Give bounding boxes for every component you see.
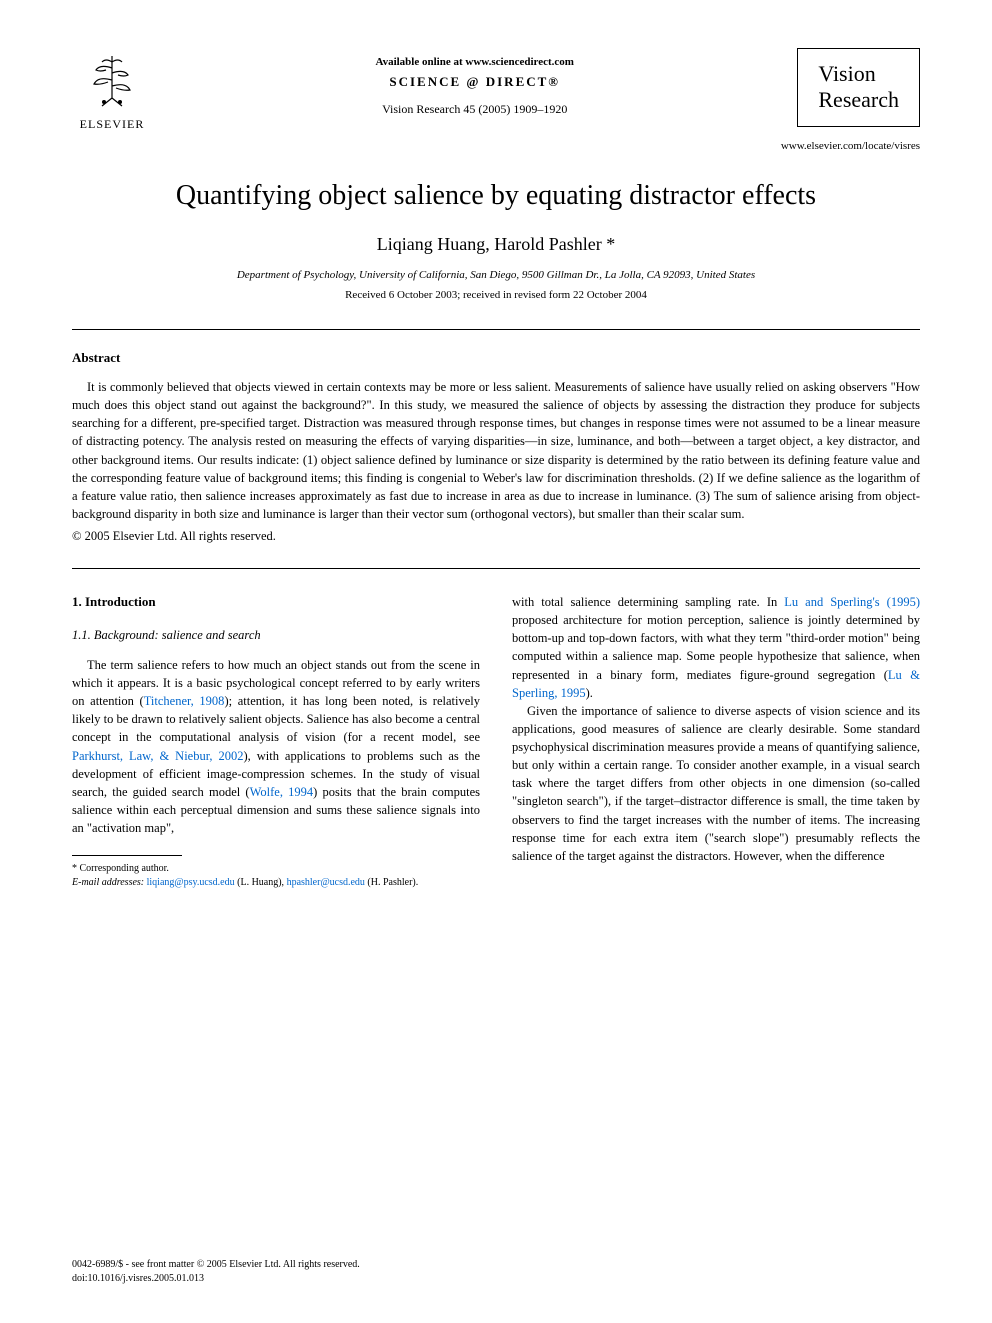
email-line: E-mail addresses: liqiang@psy.ucsd.edu (… (72, 876, 480, 890)
rule-top (72, 329, 920, 330)
email-link-1[interactable]: liqiang@psy.ucsd.edu (147, 877, 235, 888)
received-dates: Received 6 October 2003; received in rev… (72, 289, 920, 301)
available-online-text: Available online at www.sciencedirect.co… (152, 56, 797, 68)
paper-title: Quantifying object salience by equating … (72, 180, 920, 212)
section-1-1-heading: 1.1. Background: salience and search (72, 626, 480, 644)
footer-copyright: 0042-6989/$ - see front matter © 2005 El… (72, 1258, 360, 1272)
column-left: 1. Introduction 1.1. Background: salienc… (72, 593, 480, 889)
journal-name-line1: Vision (818, 61, 899, 87)
sciencedirect-logo: SCIENCE @ DIRECT® (152, 74, 797, 90)
page-header: ELSEVIER Available online at www.science… (72, 48, 920, 132)
corresponding-author: * Corresponding author. (72, 862, 480, 876)
citation-lu-sperling-1[interactable]: Lu and Sperling's (1995) (784, 595, 920, 609)
footnote-block: * Corresponding author. E-mail addresses… (72, 862, 480, 889)
abstract-heading: Abstract (72, 350, 920, 366)
body-columns: 1. Introduction 1.1. Background: salienc… (72, 593, 920, 889)
elsevier-logo: ELSEVIER (72, 48, 152, 132)
footer-doi: doi:10.1016/j.visres.2005.01.013 (72, 1272, 360, 1286)
abstract-body: It is commonly believed that objects vie… (72, 378, 920, 523)
authors: Liqiang Huang, Harold Pashler * (72, 234, 920, 255)
header-center: Available online at www.sciencedirect.co… (152, 48, 797, 117)
citation-parkhurst[interactable]: Parkhurst, Law, & Niebur, 2002 (72, 749, 243, 763)
elsevier-label: ELSEVIER (72, 117, 152, 132)
col2-paragraph-2: Given the importance of salience to dive… (512, 702, 920, 865)
col1-paragraph: The term salience refers to how much an … (72, 656, 480, 837)
journal-title-box: Vision Research (797, 48, 920, 127)
citation-wolfe[interactable]: Wolfe, 1994 (250, 785, 314, 799)
journal-url: www.elsevier.com/locate/visres (72, 140, 920, 152)
email-link-2[interactable]: hpashler@ucsd.edu (287, 877, 365, 888)
rule-bottom (72, 568, 920, 569)
col2-paragraph-1: with total salience determining sampling… (512, 593, 920, 702)
journal-name-line2: Research (818, 87, 899, 113)
elsevier-tree-icon (82, 48, 142, 108)
citation-titchener[interactable]: Titchener, 1908 (144, 694, 225, 708)
abstract-text: It is commonly believed that objects vie… (72, 378, 920, 523)
column-right: with total salience determining sampling… (512, 593, 920, 889)
journal-reference: Vision Research 45 (2005) 1909–1920 (152, 102, 797, 117)
abstract-copyright: © 2005 Elsevier Ltd. All rights reserved… (72, 529, 920, 544)
page-footer: 0042-6989/$ - see front matter © 2005 El… (72, 1258, 360, 1285)
affiliation: Department of Psychology, University of … (72, 269, 920, 281)
footnote-rule (72, 855, 182, 856)
section-1-heading: 1. Introduction (72, 593, 480, 612)
